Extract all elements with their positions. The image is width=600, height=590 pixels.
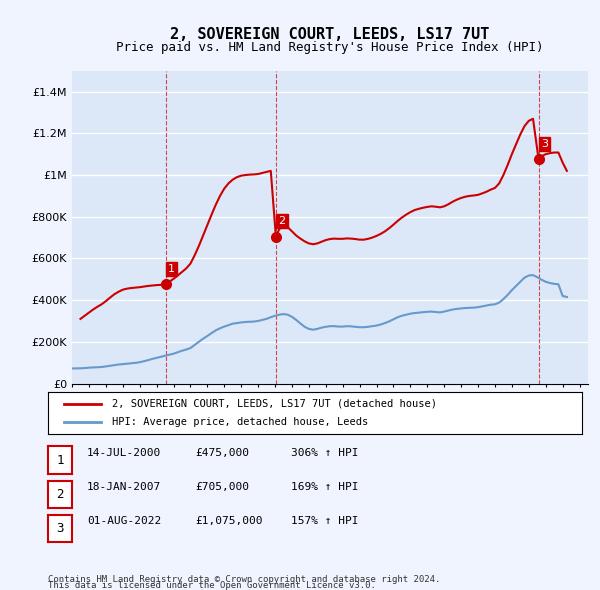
Text: 18-JAN-2007: 18-JAN-2007 bbox=[87, 482, 161, 492]
Text: 2, SOVEREIGN COURT, LEEDS, LS17 7UT (detached house): 2, SOVEREIGN COURT, LEEDS, LS17 7UT (det… bbox=[112, 399, 437, 409]
Text: 2, SOVEREIGN COURT, LEEDS, LS17 7UT: 2, SOVEREIGN COURT, LEEDS, LS17 7UT bbox=[170, 27, 490, 41]
Text: 157% ↑ HPI: 157% ↑ HPI bbox=[291, 516, 359, 526]
Text: 01-AUG-2022: 01-AUG-2022 bbox=[87, 516, 161, 526]
Text: 3: 3 bbox=[541, 139, 548, 149]
Text: HPI: Average price, detached house, Leeds: HPI: Average price, detached house, Leed… bbox=[112, 417, 368, 427]
Text: 2: 2 bbox=[56, 488, 64, 501]
Text: Price paid vs. HM Land Registry's House Price Index (HPI): Price paid vs. HM Land Registry's House … bbox=[116, 41, 544, 54]
Text: 1: 1 bbox=[56, 454, 64, 467]
Text: 169% ↑ HPI: 169% ↑ HPI bbox=[291, 482, 359, 492]
Text: This data is licensed under the Open Government Licence v3.0.: This data is licensed under the Open Gov… bbox=[48, 581, 376, 590]
Text: £705,000: £705,000 bbox=[195, 482, 249, 492]
Text: 14-JUL-2000: 14-JUL-2000 bbox=[87, 448, 161, 458]
Text: 2: 2 bbox=[278, 216, 286, 226]
Text: Contains HM Land Registry data © Crown copyright and database right 2024.: Contains HM Land Registry data © Crown c… bbox=[48, 575, 440, 584]
Text: £475,000: £475,000 bbox=[195, 448, 249, 458]
Text: 1: 1 bbox=[168, 264, 175, 274]
Text: 306% ↑ HPI: 306% ↑ HPI bbox=[291, 448, 359, 458]
Text: 3: 3 bbox=[56, 522, 64, 535]
Text: £1,075,000: £1,075,000 bbox=[195, 516, 263, 526]
